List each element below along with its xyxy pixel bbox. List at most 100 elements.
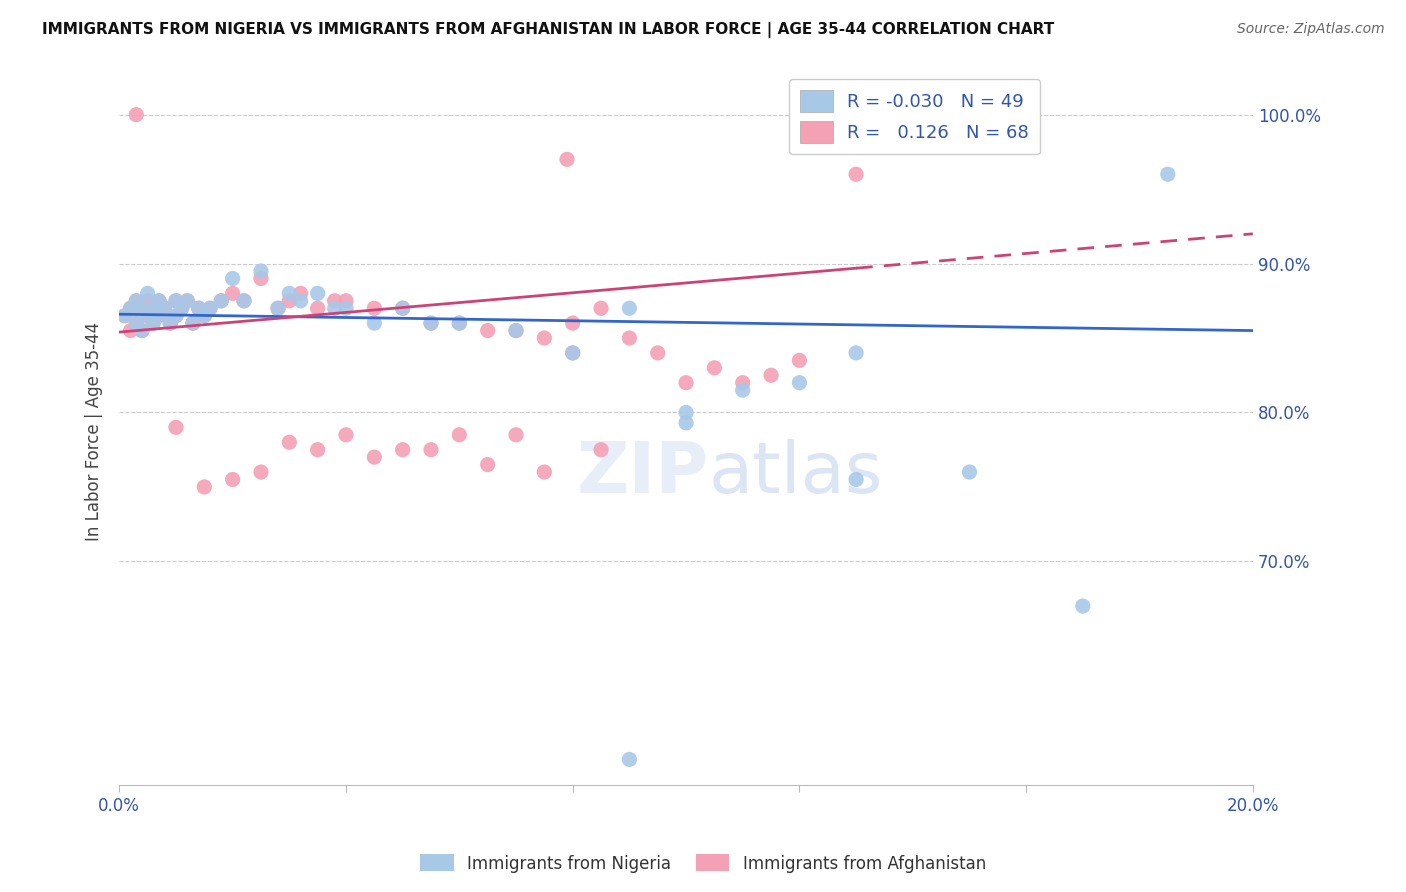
Point (125, 316, 148, 330)
Point (131, 324, 153, 338)
Point (363, 316, 385, 330)
Point (561, 346, 583, 360)
Point (363, 301, 385, 316)
Point (307, 442, 329, 457)
Point (165, 309, 187, 323)
Point (125, 293, 148, 308)
Point (153, 301, 176, 316)
Point (125, 108, 148, 122)
Point (187, 301, 209, 316)
Point (555, 153, 578, 167)
Point (278, 286, 301, 301)
Point (675, 376, 697, 390)
Point (125, 293, 148, 308)
Point (561, 316, 583, 330)
Point (307, 286, 329, 301)
Point (323, 293, 346, 308)
Legend: Immigrants from Nigeria, Immigrants from Afghanistan: Immigrants from Nigeria, Immigrants from… (413, 847, 993, 880)
Point (675, 405, 697, 419)
Text: atlas: atlas (709, 439, 883, 508)
Point (136, 309, 159, 323)
Point (449, 316, 471, 330)
Point (533, 331, 555, 345)
Point (505, 427, 527, 442)
Point (391, 442, 413, 457)
Point (267, 301, 290, 316)
Point (120, 301, 142, 316)
Point (193, 309, 215, 323)
Point (703, 360, 725, 375)
Text: Source: ZipAtlas.com: Source: ZipAtlas.com (1237, 22, 1385, 37)
Point (731, 376, 754, 390)
Point (250, 264, 273, 278)
Point (731, 383, 754, 397)
Legend: R = -0.030   N = 49, R =   0.126   N = 68: R = -0.030 N = 49, R = 0.126 N = 68 (789, 79, 1040, 154)
Text: ZIP: ZIP (576, 439, 709, 508)
Point (647, 346, 669, 360)
Point (131, 301, 153, 316)
Point (789, 353, 811, 368)
Point (278, 293, 301, 308)
Point (170, 301, 193, 316)
Point (221, 473, 243, 487)
Point (250, 465, 273, 479)
Point (420, 316, 443, 330)
Point (233, 293, 256, 308)
Point (845, 167, 868, 181)
Point (335, 427, 357, 442)
Point (533, 465, 555, 479)
Text: IMMIGRANTS FROM NIGERIA VS IMMIGRANTS FROM AFGHANISTAN IN LABOR FORCE | AGE 35-4: IMMIGRANTS FROM NIGERIA VS IMMIGRANTS FR… (42, 22, 1054, 38)
Point (589, 442, 612, 457)
Point (165, 420, 187, 434)
Point (148, 309, 170, 323)
Point (165, 293, 187, 308)
Point (619, 301, 641, 316)
Point (290, 286, 312, 301)
Point (136, 309, 159, 323)
Point (391, 301, 413, 316)
Point (142, 301, 165, 316)
Point (845, 473, 868, 487)
Point (120, 324, 142, 338)
Point (477, 324, 499, 338)
Point (114, 309, 136, 323)
Point (589, 301, 612, 316)
Point (307, 301, 329, 316)
Point (193, 309, 215, 323)
Point (209, 293, 232, 308)
Point (165, 293, 187, 308)
Point (959, 465, 981, 479)
Point (789, 376, 811, 390)
Point (142, 316, 165, 330)
Point (845, 346, 868, 360)
Point (176, 293, 198, 308)
Point (136, 293, 159, 308)
Point (120, 301, 142, 316)
Point (181, 316, 204, 330)
Point (420, 316, 443, 330)
Point (449, 316, 471, 330)
Point (136, 286, 159, 301)
Point (131, 324, 153, 338)
Point (221, 286, 243, 301)
Point (142, 301, 165, 316)
Point (267, 301, 290, 316)
Point (759, 368, 782, 383)
Point (391, 301, 413, 316)
Point (159, 316, 181, 330)
Point (198, 301, 221, 316)
Point (221, 271, 243, 285)
Point (505, 324, 527, 338)
Point (561, 346, 583, 360)
Point (363, 450, 385, 465)
Point (187, 301, 209, 316)
Point (131, 301, 153, 316)
Point (170, 301, 193, 316)
Point (619, 331, 641, 345)
Point (181, 316, 204, 330)
Y-axis label: In Labor Force | Age 35-44: In Labor Force | Age 35-44 (86, 321, 103, 541)
Point (290, 293, 312, 308)
Point (125, 316, 148, 330)
Point (619, 752, 641, 766)
Point (477, 458, 499, 472)
